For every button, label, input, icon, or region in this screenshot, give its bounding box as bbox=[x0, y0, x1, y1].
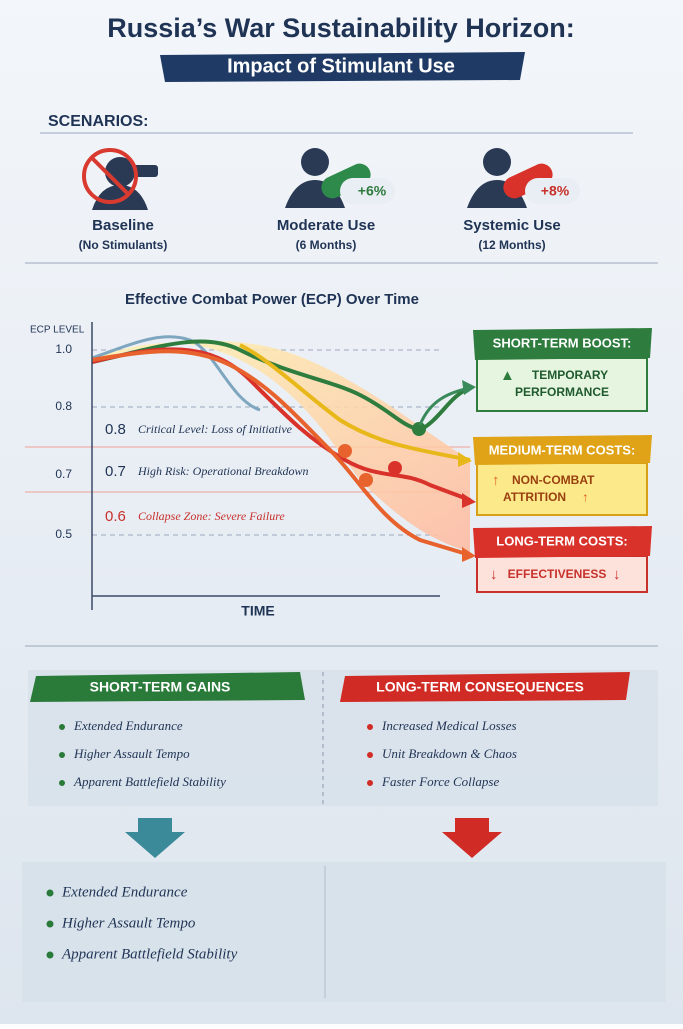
y-tick-label: 0.5 bbox=[55, 527, 72, 541]
scenario-sub: (6 Months) bbox=[296, 238, 357, 252]
point bbox=[412, 422, 426, 436]
list-item: Higher Assault Tempo bbox=[73, 746, 190, 761]
callout-line: PERFORMANCE bbox=[515, 385, 609, 399]
y-tick-label: 1.0 bbox=[55, 342, 72, 356]
scenario-label: Baseline bbox=[92, 217, 154, 234]
callout-line: EFFECTIVENESS bbox=[508, 567, 607, 581]
scenario-sub: (No Stimulants) bbox=[79, 238, 168, 252]
y-tick-label: 0.7 bbox=[55, 467, 72, 481]
point bbox=[359, 473, 373, 487]
list-item: Unit Breakdown & Chaos bbox=[382, 746, 517, 761]
gains-banner bbox=[30, 672, 305, 702]
arrowhead bbox=[458, 452, 472, 467]
threshold-text: High Risk: Operational Breakdown bbox=[137, 464, 309, 478]
bullet bbox=[59, 724, 65, 730]
baseline-icon bbox=[82, 148, 158, 210]
scenarios-heading: SCENARIOS: bbox=[48, 113, 148, 130]
threshold-value: 0.8 bbox=[105, 421, 126, 438]
scenario-label: Systemic Use bbox=[463, 217, 561, 234]
callout-line: TEMPORARY bbox=[532, 368, 608, 382]
scenario-sub: (12 Months) bbox=[478, 238, 545, 252]
point bbox=[388, 461, 402, 475]
threshold-text: Collapse Zone: Severe Failure bbox=[138, 509, 285, 523]
scenario-label: Moderate Use bbox=[277, 217, 375, 234]
bullet bbox=[367, 724, 373, 730]
icon: ↓ bbox=[490, 566, 498, 583]
subtitle: Impact of Stimulant Use bbox=[227, 55, 455, 77]
band bbox=[92, 340, 470, 552]
arrowhead bbox=[462, 493, 476, 508]
threshold-value: 0.7 bbox=[105, 463, 126, 480]
icon: ↑ bbox=[582, 489, 589, 504]
consequences-banner bbox=[340, 672, 630, 702]
chart-title: Effective Combat Power (ECP) Over Time bbox=[125, 291, 419, 308]
list-item: Apparent Battlefield Stability bbox=[61, 946, 238, 962]
title: Russia’s War Sustainability Horizon: bbox=[107, 13, 575, 43]
callout-title: LONG-TERM COSTS: bbox=[496, 533, 627, 548]
list-item: Apparent Battlefield Stability bbox=[73, 774, 226, 789]
down-arrow bbox=[125, 818, 185, 858]
y-tick-label: 0.8 bbox=[55, 399, 72, 413]
bullet bbox=[367, 780, 373, 786]
callout-long bbox=[473, 526, 652, 593]
icon: ↑ bbox=[492, 472, 500, 489]
callout-title: SHORT-TERM BOOST: bbox=[493, 335, 632, 350]
bullet bbox=[46, 951, 54, 959]
bullet bbox=[59, 752, 65, 758]
moderate-icon bbox=[285, 148, 395, 208]
threshold-value: 0.6 bbox=[105, 508, 126, 525]
point bbox=[338, 444, 352, 458]
arrowhead bbox=[462, 380, 476, 395]
down-arrow bbox=[442, 818, 502, 858]
systemic-icon bbox=[467, 148, 580, 208]
y-axis-label: ECP LEVEL bbox=[30, 325, 85, 336]
collapse-curve bbox=[91, 349, 471, 557]
callout-title: MEDIUM-TERM COSTS: bbox=[489, 442, 636, 457]
moderate-curve bbox=[91, 339, 471, 433]
callout-medium bbox=[473, 435, 652, 516]
consequences-title: LONG-TERM CONSEQUENCES bbox=[376, 679, 584, 695]
threshold-text: Critical Level: Loss of Initiative bbox=[138, 422, 293, 436]
arrowhead bbox=[462, 547, 476, 562]
list-item: Higher Assault Tempo bbox=[61, 915, 196, 931]
medium-curve bbox=[239, 343, 471, 462]
badge: +8% bbox=[541, 183, 570, 199]
list-item: Extended Endurance bbox=[61, 884, 188, 900]
list-item: Faster Force Collapse bbox=[381, 774, 499, 789]
gains-title: SHORT-TERM GAINS bbox=[90, 679, 231, 695]
icon: ▲ bbox=[500, 367, 515, 384]
x-axis-label: TIME bbox=[241, 603, 274, 619]
bullet bbox=[367, 752, 373, 758]
callout-short bbox=[473, 328, 652, 412]
callout-line: ATTRITION bbox=[503, 490, 566, 504]
subtitle-banner bbox=[160, 52, 525, 82]
badge: +6% bbox=[358, 183, 387, 199]
bullet bbox=[46, 889, 54, 897]
callout-line: NON-COMBAT bbox=[512, 473, 595, 487]
bullet bbox=[46, 920, 54, 928]
summary-panel bbox=[22, 862, 666, 1002]
list-item: Increased Medical Losses bbox=[381, 718, 517, 733]
bullet bbox=[59, 780, 65, 786]
list-item: Extended Endurance bbox=[73, 718, 183, 733]
icon: ↓ bbox=[613, 566, 621, 583]
